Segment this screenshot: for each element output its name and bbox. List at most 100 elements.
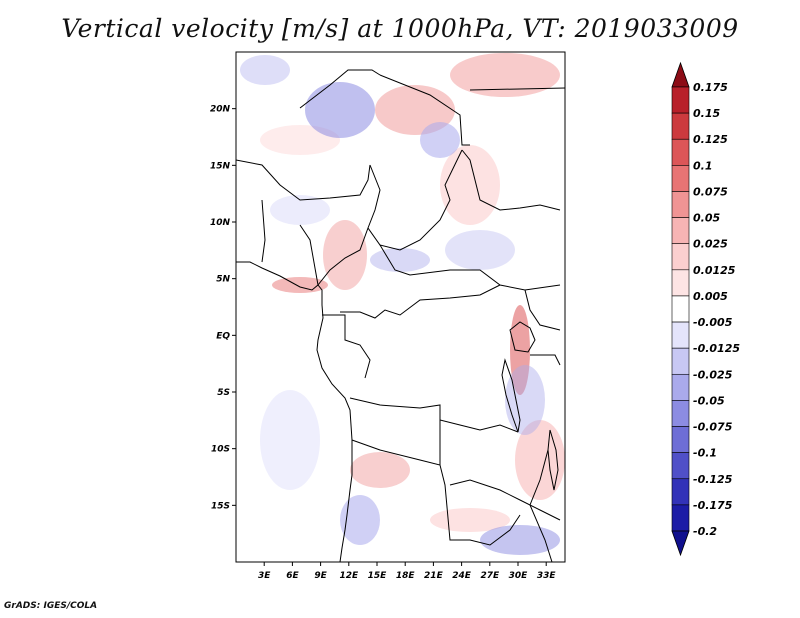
- lat-tick-label: 15S: [211, 501, 230, 511]
- border-niger-libya: [299, 69, 381, 109]
- colorbar-label: -0.175: [693, 499, 733, 512]
- colorbar-segment: [671, 243, 690, 271]
- colorbar-segment: [671, 321, 690, 349]
- negative-patch: [260, 390, 320, 490]
- colorbar-label: -0.05: [693, 394, 725, 407]
- colorbar-segment: [671, 452, 690, 480]
- colorbar-label: 0.15: [693, 107, 720, 120]
- border-angola: [351, 439, 521, 546]
- colorbar-label: 0.0125: [693, 264, 736, 277]
- colorbar-label: 0.025: [693, 238, 728, 251]
- lat-tick-label: 20N: [210, 105, 231, 115]
- colorbar-label: -0.0125: [693, 342, 740, 355]
- positive-patch: [430, 508, 510, 532]
- border-east-1: [524, 289, 561, 331]
- colorbar-segment: [671, 504, 690, 532]
- colorbar-segment: [671, 373, 690, 401]
- colorbar-segment: [671, 269, 690, 297]
- colorbar-segment: [671, 400, 690, 427]
- colorbar-bottom-arrow: [671, 530, 690, 557]
- colorbar-segment: [671, 191, 690, 218]
- country-borders: [236, 69, 565, 562]
- lat-tick-label: 10N: [210, 218, 231, 228]
- map-title: Vertical velocity [m/s] at 1000hPa, VT: …: [61, 14, 739, 43]
- negative-patch: [340, 495, 380, 545]
- border-sudan: [461, 149, 561, 211]
- lon-tick-label: 9E: [314, 571, 327, 581]
- border-nigeria-niger: [236, 159, 371, 201]
- lon-tick-label: 27E: [480, 571, 500, 581]
- lat-tick-label: 15N: [210, 161, 231, 171]
- border-zambia: [449, 479, 561, 521]
- map-frame: [235, 51, 566, 563]
- border-chad-libya: [379, 74, 470, 146]
- negative-patch: [445, 230, 515, 270]
- negative-patch: [420, 122, 460, 158]
- colorbar-label: -0.1: [693, 447, 717, 460]
- lon-tick-label: 12E: [339, 571, 359, 581]
- colorbar-segment: [671, 165, 690, 192]
- lat-tick-label: 10S: [211, 445, 230, 455]
- border-cameroon: [317, 227, 369, 286]
- lon-tick-label: 24E: [452, 571, 472, 581]
- velocity-field: [240, 53, 565, 555]
- lon-tick-label: 33E: [537, 571, 557, 581]
- colorbar-top-arrow: [671, 61, 690, 88]
- border-benin: [261, 199, 266, 263]
- colorbar-label: 0.125: [693, 133, 728, 146]
- lon-tick-label: 3E: [258, 571, 271, 581]
- border-chad: [367, 149, 463, 251]
- border-nigeria-cameroon: [299, 224, 319, 286]
- colorbar-label: 0.1: [693, 159, 713, 172]
- lat-tick-label: EQ: [216, 331, 230, 341]
- coastline-west-africa: [236, 261, 353, 562]
- colorbar-label: 0.175: [693, 81, 728, 94]
- lon-tick-label: 21E: [424, 571, 444, 581]
- positive-patch: [375, 85, 455, 135]
- map-panel: 20N 15N 10N 5N EQ 5S 10S 15S 3E 6E 9E 12E 15E 18E 21E…: [210, 51, 566, 581]
- colorbar-segment: [671, 86, 690, 114]
- colorbar-label: 0.075: [693, 185, 728, 198]
- colorbar-label: 0.05: [693, 212, 720, 225]
- colorbar-segment: [671, 478, 690, 506]
- colorbar-label: -0.005: [693, 316, 733, 329]
- positive-patch: [440, 145, 500, 225]
- colorbar-segment: [671, 112, 690, 140]
- border-congo: [340, 284, 501, 319]
- negative-patch: [370, 248, 430, 272]
- grads-credit: GrADS: IGES/COLA: [4, 601, 98, 611]
- negative-patch: [505, 365, 545, 435]
- lat-tick-label: 5N: [216, 275, 230, 285]
- lon-tick-label: 18E: [396, 571, 416, 581]
- lon-tick-label: 30E: [509, 571, 529, 581]
- colorbar-label: -0.075: [693, 421, 733, 434]
- positive-patch: [323, 220, 367, 290]
- negative-patch: [480, 525, 560, 555]
- negative-patch: [305, 82, 375, 138]
- colorbar-segment: [671, 347, 690, 375]
- positive-patch: [450, 53, 560, 97]
- colorbar-label: -0.025: [693, 368, 733, 381]
- lat-tick-label: 5S: [217, 388, 230, 398]
- border-gabon: [322, 314, 371, 379]
- negative-patch: [240, 55, 290, 85]
- lon-tick-label: 15E: [368, 571, 388, 581]
- colorbar-segment: [671, 426, 690, 453]
- colorbar: 0.175 0.15 0.125 0.1 0.075 0.05 0.025 0.0125 0.0…: [671, 61, 740, 557]
- longitude-axis: 3E 6E 9E 12E 15E 18E 21E 24E 27E 30E 33E: [258, 562, 556, 581]
- colorbar-segment: [671, 295, 690, 323]
- positive-patch: [272, 277, 328, 293]
- colorbar-label: -0.2: [693, 525, 717, 538]
- latitude-axis: 20N 15N 10N 5N EQ 5S 10S 15S: [210, 105, 236, 511]
- lon-tick-label: 6E: [286, 571, 299, 581]
- border-egypt: [469, 87, 565, 91]
- lake-victoria: [509, 321, 536, 353]
- colorbar-segment: [671, 217, 690, 245]
- border-mozambique: [529, 449, 553, 562]
- colorbar-label: 0.005: [693, 290, 728, 303]
- colorbar-segment: [671, 138, 690, 166]
- positive-patch: [510, 305, 530, 395]
- positive-patch: [350, 452, 410, 488]
- border-car: [379, 244, 561, 291]
- colorbar-label: -0.125: [693, 473, 733, 486]
